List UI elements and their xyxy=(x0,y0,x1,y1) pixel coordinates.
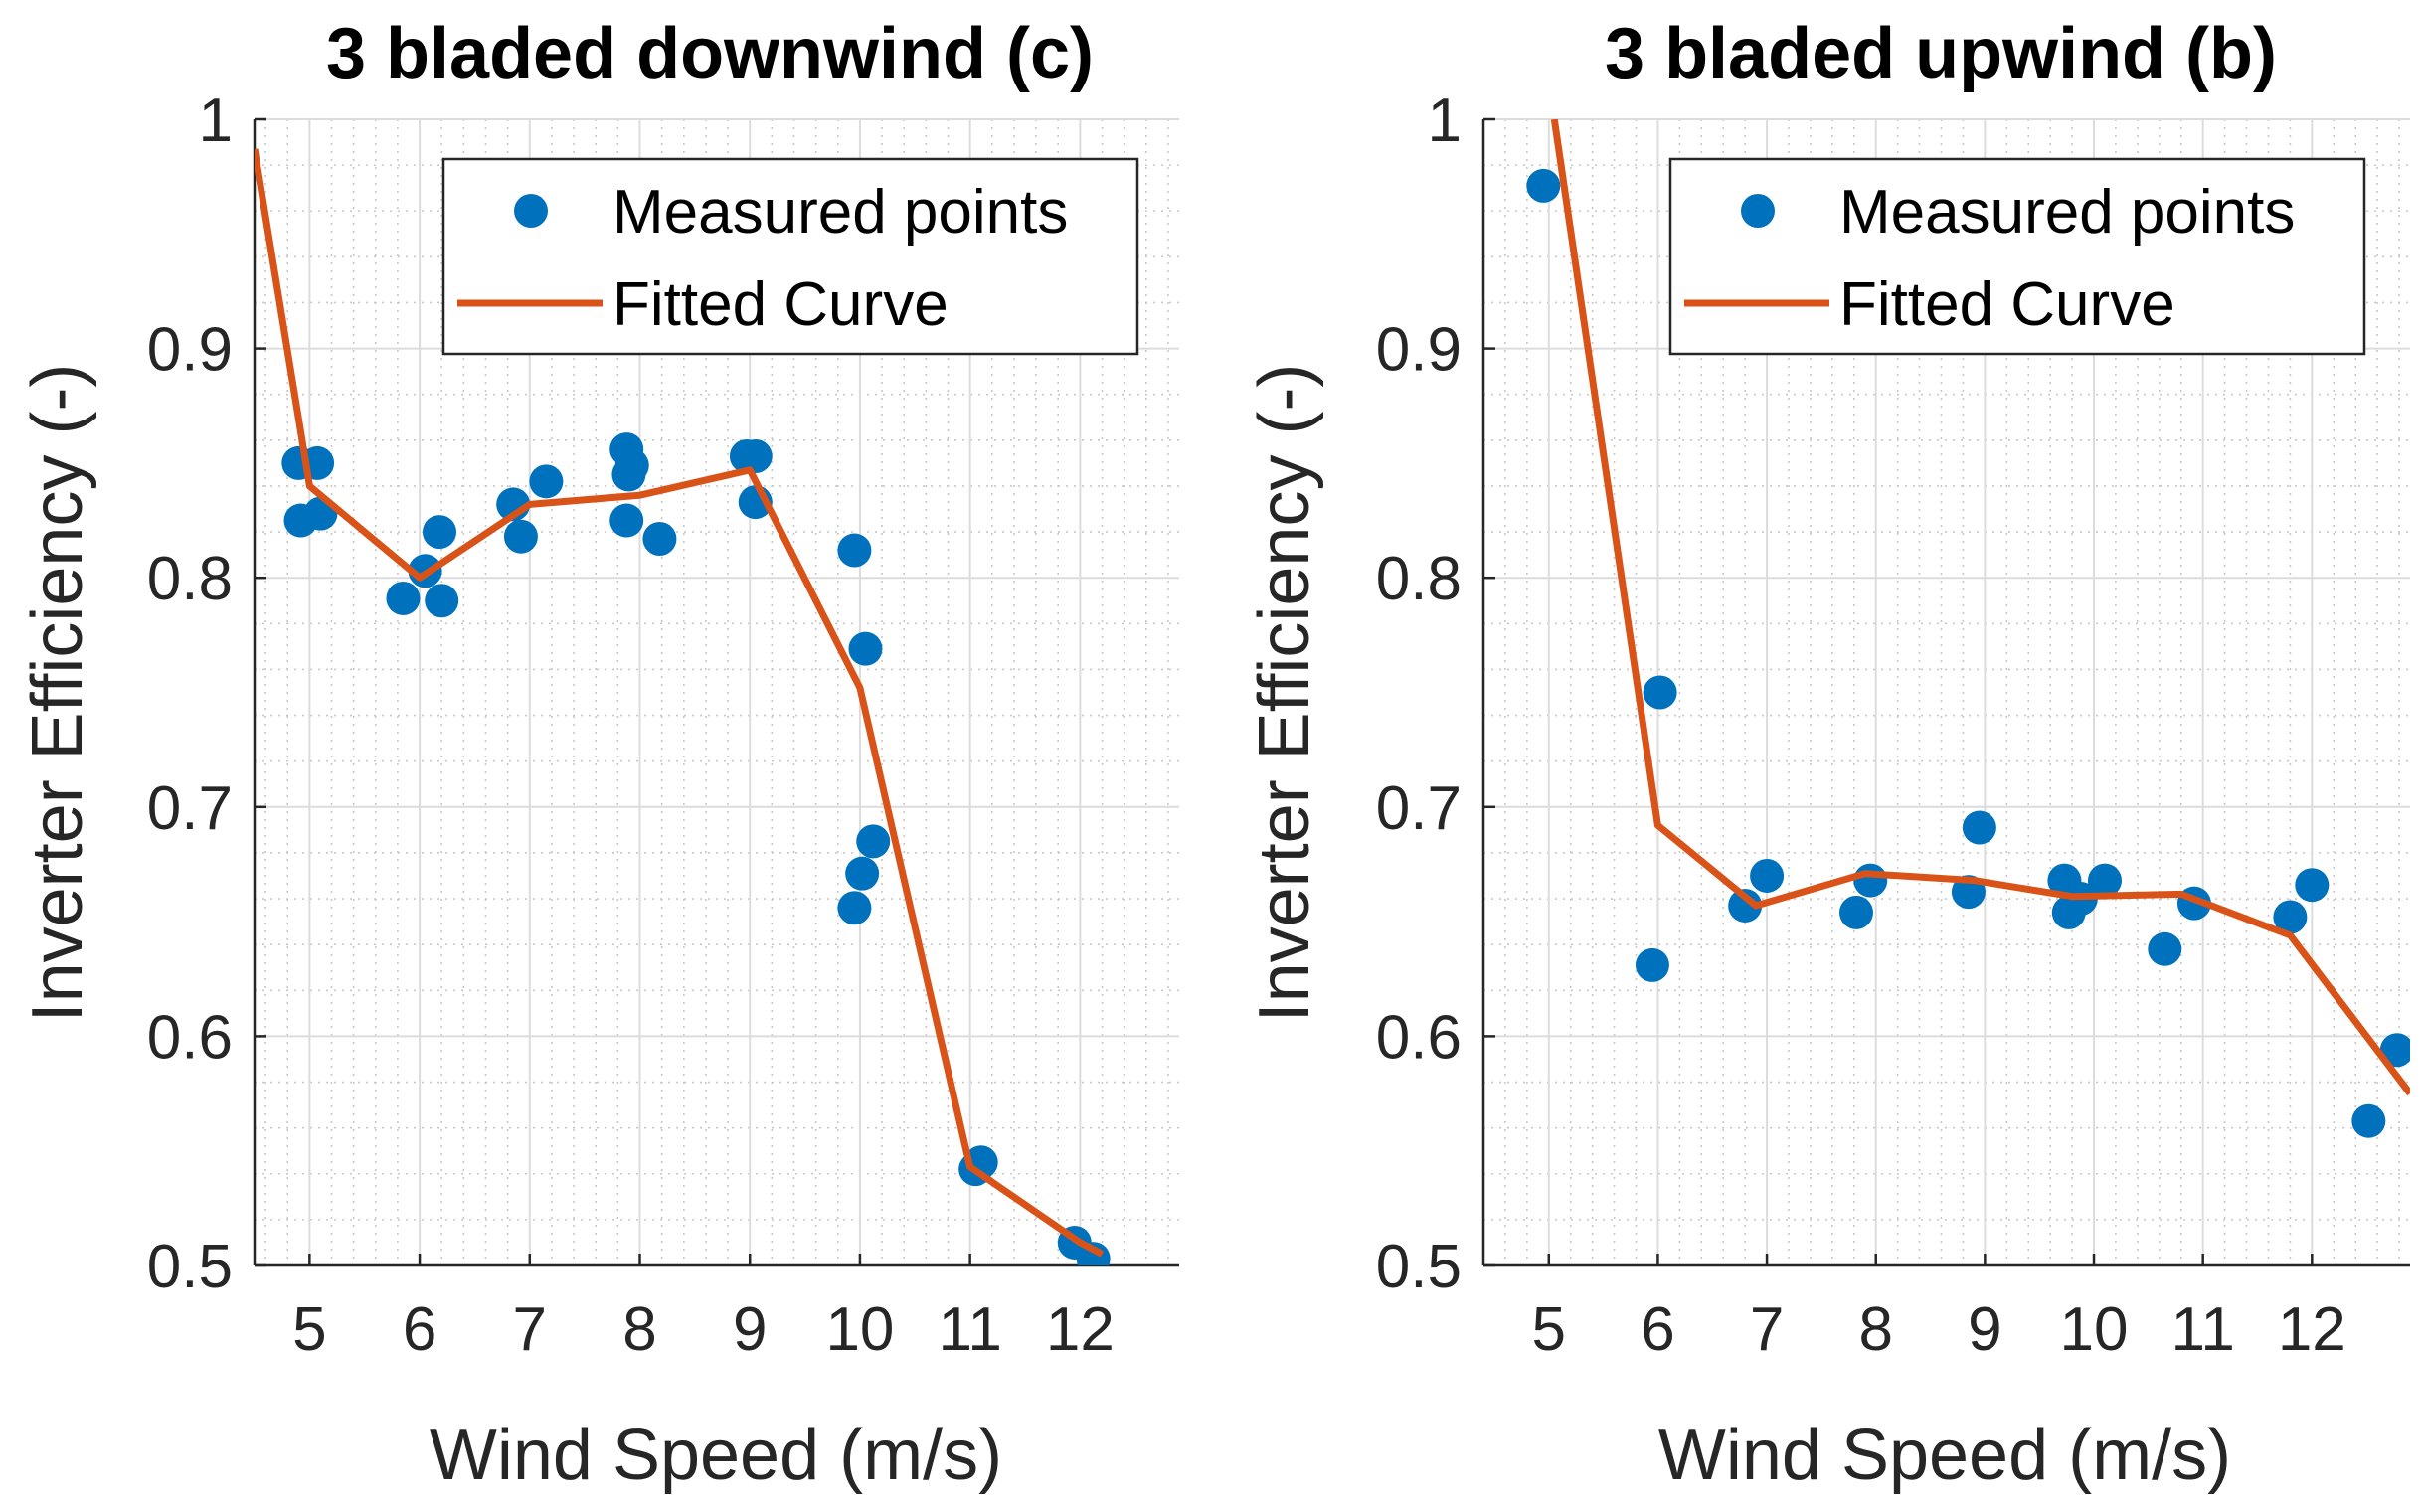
plot-data xyxy=(255,148,1111,1265)
legend-box xyxy=(441,157,1139,356)
y-tick-label: 1 xyxy=(199,86,233,155)
x-tick-label: 11 xyxy=(2170,1295,2234,1364)
measured-point xyxy=(848,631,883,666)
measured-point xyxy=(386,581,421,615)
x-tick-label: 12 xyxy=(1046,1295,1115,1364)
y-axis-label: Inverter Efficiency (-) xyxy=(18,364,97,1023)
y-tick-label: 0.5 xyxy=(147,1233,233,1301)
fitted-curve-line xyxy=(255,148,1105,1258)
measured-point xyxy=(1962,810,1996,845)
chart-panel-2: 5 6 7 8 9 10 11 12 0.5 0.6 0.7 0.8 0.9 1 Wind Speed (m… xyxy=(1245,14,2410,1495)
x-tick-label: 5 xyxy=(292,1295,326,1364)
legend: Measured points Fitted Curve xyxy=(441,157,1139,356)
legend: Measured points Fitted Curve xyxy=(1668,157,2366,356)
measured-point xyxy=(609,503,644,538)
chart-panel-1: 5 6 7 8 9 10 11 12 0.5 0.6 0.7 0.8 0.9 1 Wind Speed (m… xyxy=(18,14,1179,1495)
y-tick-label: 1 xyxy=(1428,86,1462,155)
measured-point xyxy=(2295,868,2330,903)
legend-box xyxy=(1668,157,2366,356)
x-tick-label: 9 xyxy=(733,1295,767,1364)
plot-data xyxy=(1526,119,2410,1138)
measured-point xyxy=(837,891,872,925)
x-tick-label: 6 xyxy=(403,1295,436,1364)
measured-point xyxy=(423,515,456,550)
x-tick-label: 7 xyxy=(1750,1295,1784,1364)
measured-point xyxy=(1635,947,1669,982)
x-tick-label: 12 xyxy=(2278,1295,2346,1364)
measured-point xyxy=(837,533,872,568)
x-tick-label: 10 xyxy=(2060,1295,2129,1364)
measured-point xyxy=(614,448,649,483)
measured-point xyxy=(503,519,538,554)
measured-point xyxy=(2087,863,2122,898)
x-axis-label: Wind Speed (m/s) xyxy=(430,1416,1002,1495)
measured-point xyxy=(1526,168,1561,203)
chart-title: 3 bladed downwind (c) xyxy=(326,14,1094,93)
measured-point xyxy=(1838,895,1873,929)
x-tick-label: 6 xyxy=(1641,1295,1674,1364)
legend-marker-measured xyxy=(1741,194,1775,228)
x-tick-label: 9 xyxy=(1968,1295,2001,1364)
measured-point xyxy=(1853,863,1888,898)
y-tick-label: 0.8 xyxy=(147,545,233,613)
y-axis-label: Inverter Efficiency (-) xyxy=(1245,364,1324,1023)
fitted-curve-line xyxy=(1550,119,2410,1096)
legend-marker-measured xyxy=(514,194,548,228)
measured-point xyxy=(642,521,677,556)
y-tick-label: 0.9 xyxy=(147,316,233,385)
legend-label-measured: Measured points xyxy=(1839,178,2295,247)
measured-point xyxy=(2148,931,2182,966)
x-axis-label: Wind Speed (m/s) xyxy=(1658,1416,2231,1495)
x-tick-label: 5 xyxy=(1532,1295,1566,1364)
measured-point xyxy=(738,438,773,473)
legend-label-fitted: Fitted Curve xyxy=(612,270,949,339)
chart-title: 3 bladed upwind (b) xyxy=(1605,14,2277,93)
measured-point xyxy=(856,824,891,859)
measured-point xyxy=(845,856,880,891)
x-tick-label: 10 xyxy=(825,1295,894,1364)
measured-point xyxy=(1643,675,1677,710)
legend-label-fitted: Fitted Curve xyxy=(1839,270,2175,339)
y-tick-label: 0.6 xyxy=(147,1003,233,1072)
measured-point xyxy=(2273,900,2308,934)
x-tick-label: 7 xyxy=(513,1295,547,1364)
measured-point xyxy=(1728,888,1763,923)
x-tick-label: 8 xyxy=(622,1295,656,1364)
measured-point xyxy=(425,584,459,618)
measured-point xyxy=(1750,858,1785,893)
y-tick-label: 0.9 xyxy=(1376,316,1462,385)
y-tick-label: 0.5 xyxy=(1376,1233,1462,1301)
x-tick-label: 8 xyxy=(1858,1295,1892,1364)
measured-point xyxy=(2351,1103,2386,1138)
y-tick-label: 0.8 xyxy=(1376,545,1462,613)
x-tick-label: 11 xyxy=(938,1295,1001,1364)
y-tick-label: 0.6 xyxy=(1376,1003,1462,1072)
measured-point xyxy=(529,464,564,499)
y-tick-label: 0.7 xyxy=(147,774,233,843)
y-tick-label: 0.7 xyxy=(1376,774,1462,843)
legend-label-measured: Measured points xyxy=(612,178,1068,247)
